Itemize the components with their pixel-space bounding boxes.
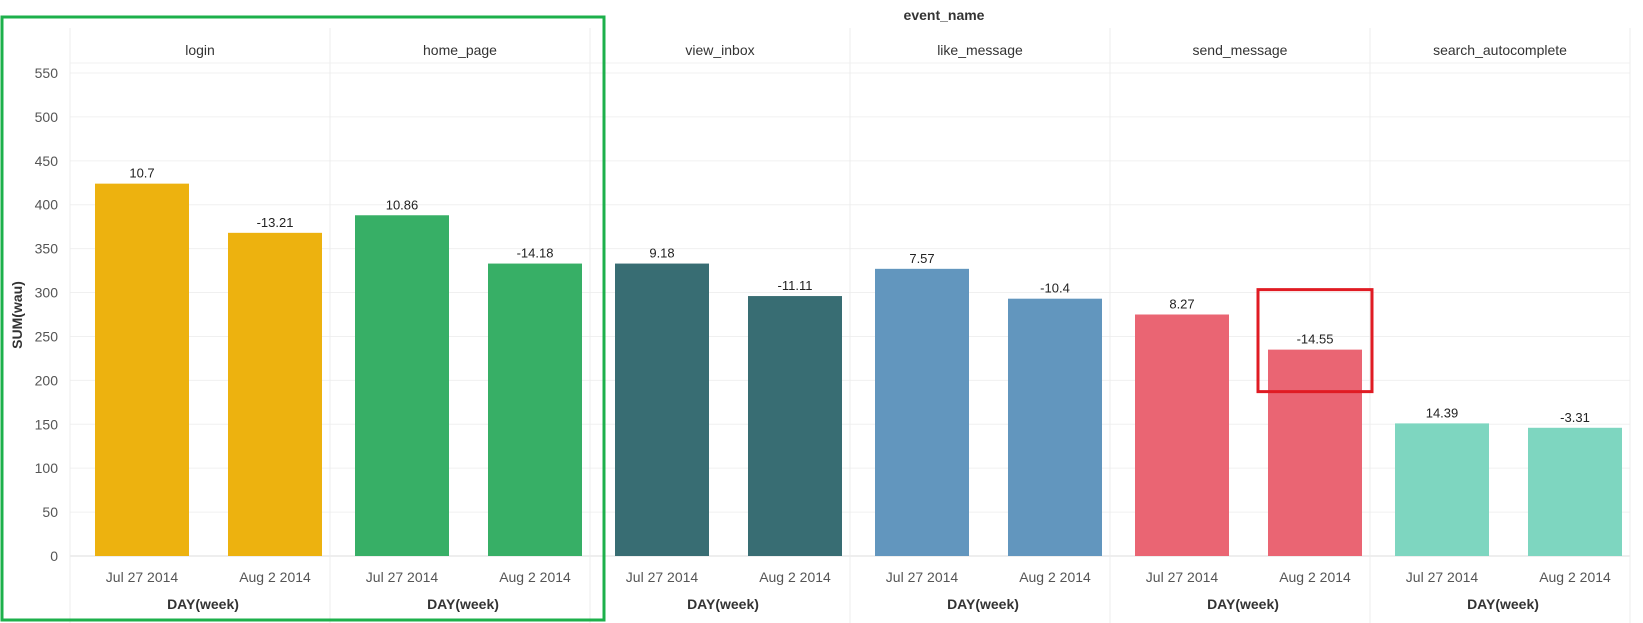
y-tick-label: 550 bbox=[35, 65, 59, 81]
y-tick-label: 50 bbox=[42, 504, 58, 520]
bar bbox=[1528, 427, 1622, 556]
gridlines bbox=[69, 28, 1631, 623]
data-label: 14.39 bbox=[1426, 405, 1459, 420]
x-tick-label: Jul 27 2014 bbox=[106, 569, 179, 585]
x-tick-label: Aug 2 2014 bbox=[1539, 569, 1611, 585]
data-label: 8.27 bbox=[1169, 297, 1194, 312]
x-tick-label: Aug 2 2014 bbox=[1019, 569, 1091, 585]
y-tick-label: 300 bbox=[35, 285, 59, 301]
bar bbox=[1135, 314, 1229, 556]
x-tick-label: Aug 2 2014 bbox=[239, 569, 311, 585]
data-label: -10.4 bbox=[1040, 281, 1070, 296]
highlight-box-login-home bbox=[0, 15, 606, 622]
facet-title: view_inbox bbox=[685, 42, 754, 58]
data-label: -13.21 bbox=[257, 215, 294, 230]
y-tick-label: 200 bbox=[35, 372, 59, 388]
data-label: 9.18 bbox=[649, 246, 674, 261]
x-tick-label: Aug 2 2014 bbox=[1279, 569, 1351, 585]
bar bbox=[748, 296, 842, 556]
bar bbox=[1008, 298, 1102, 556]
x-axis-title: DAY(week) bbox=[1207, 596, 1279, 612]
facet-login: login 10.7 Jul 27 2014 -13.21 Aug 2 2014DAY(… bbox=[95, 42, 322, 612]
highlight-box-send-message bbox=[1256, 288, 1374, 394]
bar bbox=[95, 183, 189, 556]
y-axis-ticks: 0 50 100 150 200 250 300 350 400 450 500 550 bbox=[35, 65, 59, 564]
facet-home_page: home_page 10.86 Jul 27 2014 -14.18 Aug 2 201… bbox=[355, 42, 582, 612]
facet-title: home_page bbox=[423, 42, 497, 58]
bar bbox=[1395, 423, 1489, 556]
data-label: -14.18 bbox=[517, 246, 554, 261]
y-tick-label: 500 bbox=[35, 109, 59, 125]
facet-title: search_autocomplete bbox=[1433, 42, 1567, 58]
bar bbox=[355, 215, 449, 557]
y-tick-label: 400 bbox=[35, 197, 59, 213]
x-axis-title: DAY(week) bbox=[167, 596, 239, 612]
data-label: 10.7 bbox=[129, 166, 154, 181]
facet-send_message: send_message 8.27 Jul 27 2014 -14.55 Aug 2 2… bbox=[1135, 42, 1362, 612]
bar bbox=[875, 268, 969, 556]
highlight-annotations bbox=[0, 15, 1374, 622]
facet-title: send_message bbox=[1193, 42, 1288, 58]
data-label: 10.86 bbox=[386, 197, 419, 212]
x-axis-title: DAY(week) bbox=[947, 596, 1019, 612]
x-tick-label: Aug 2 2014 bbox=[499, 569, 571, 585]
x-tick-label: Jul 27 2014 bbox=[626, 569, 699, 585]
x-tick-label: Jul 27 2014 bbox=[366, 569, 439, 585]
x-axis-title: DAY(week) bbox=[687, 596, 759, 612]
x-tick-label: Jul 27 2014 bbox=[886, 569, 959, 585]
data-label: -3.31 bbox=[1560, 410, 1590, 425]
y-tick-label: 100 bbox=[35, 460, 59, 476]
y-tick-label: 0 bbox=[50, 548, 58, 564]
facet-title: login bbox=[185, 42, 215, 58]
y-tick-label: 450 bbox=[35, 153, 59, 169]
bar bbox=[1268, 349, 1362, 556]
data-label: -14.55 bbox=[1297, 332, 1334, 347]
facet-like_message: like_message 7.57 Jul 27 2014 -10.4 Aug 2 20… bbox=[875, 42, 1102, 612]
data-label: -11.11 bbox=[778, 278, 813, 293]
y-tick-label: 150 bbox=[35, 416, 59, 432]
x-tick-label: Jul 27 2014 bbox=[1406, 569, 1479, 585]
data-label: 7.57 bbox=[909, 251, 934, 266]
bar bbox=[488, 263, 582, 556]
chart-title: event_name bbox=[904, 7, 985, 23]
facet-search_autocomplete: search_autocomplete 14.39 Jul 27 2014 -3.31… bbox=[1395, 42, 1622, 612]
y-tick-label: 250 bbox=[35, 328, 59, 344]
x-tick-label: Jul 27 2014 bbox=[1146, 569, 1219, 585]
x-axis-title: DAY(week) bbox=[427, 596, 499, 612]
x-tick-label: Aug 2 2014 bbox=[759, 569, 831, 585]
facet-view_inbox: view_inbox 9.18 Jul 27 2014 -11.11 Aug 2 201… bbox=[615, 42, 842, 612]
bar bbox=[228, 232, 322, 556]
x-axis-title: DAY(week) bbox=[1467, 596, 1539, 612]
facet-title: like_message bbox=[937, 42, 1023, 58]
y-axis-title: SUM(wau) bbox=[9, 281, 25, 349]
y-tick-label: 350 bbox=[35, 241, 59, 257]
bar bbox=[615, 263, 709, 556]
